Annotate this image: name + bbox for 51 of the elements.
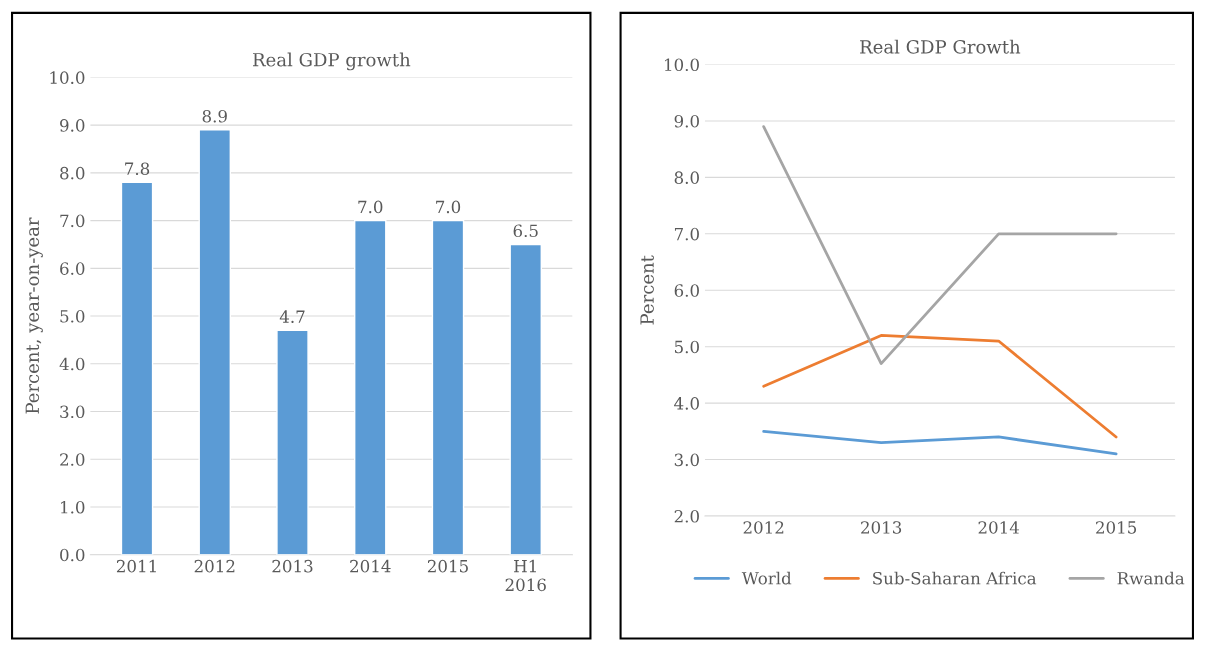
data-label: 7.0	[436, 200, 461, 214]
legend-label: World	[741, 571, 792, 585]
x-tick-label: 2014	[978, 521, 1020, 534]
data-label: 4.7	[279, 310, 305, 323]
y-tick-label: 8.0	[674, 171, 699, 184]
y-tick-label: 8.0	[60, 166, 85, 180]
x-tick-label: 2013	[272, 559, 313, 573]
y-tick-label: 5.0	[60, 310, 85, 323]
x-tick-label: 2012	[743, 521, 784, 534]
data-label: 7.0	[358, 200, 383, 214]
chart-title: Real GDP growth	[253, 52, 411, 71]
x-tick-label: 2015	[427, 559, 468, 573]
bar	[509, 243, 542, 555]
data-label: 7.8	[125, 162, 150, 176]
x-tick-label: 2015	[1096, 521, 1137, 534]
y-tick-label: 7.0	[674, 227, 699, 241]
legend-label: Rwanda	[1117, 571, 1185, 585]
y-tick-label: 0.0	[60, 548, 85, 562]
line-series	[762, 429, 1118, 456]
x-tick-label: 2012	[194, 559, 235, 573]
y-tick-label: 2.0	[60, 453, 85, 466]
x-tick-label: 2014	[350, 559, 391, 573]
y-axis-title: Percent	[640, 255, 654, 325]
y-tick-label: 6.0	[674, 284, 699, 297]
y-tick-label: 5.0	[674, 340, 699, 354]
y-tick-label: 10.0	[50, 71, 85, 84]
chart-title: Real GDP Growth	[860, 39, 1021, 54]
y-tick-label: 10.0	[664, 58, 699, 72]
x-tick-label: 2013	[861, 521, 902, 534]
y-tick-label: 9.0	[674, 114, 699, 128]
y-tick-label: 6.0	[60, 262, 85, 275]
bar	[198, 129, 232, 555]
bar	[431, 219, 465, 555]
y-tick-label: 3.0	[674, 453, 699, 467]
bar	[120, 181, 154, 555]
y-tick-label: 9.0	[60, 119, 85, 132]
y-tick-label: 3.0	[60, 405, 85, 419]
x-tick-label: 2011	[116, 559, 156, 573]
line-series	[762, 334, 1118, 439]
bar	[354, 219, 387, 555]
y-tick-label: 4.0	[59, 357, 85, 371]
y-tick-label: 1.0	[61, 500, 85, 514]
legend-label: Sub-Saharan Africa	[873, 571, 1037, 585]
y-tick-label: 4.0	[674, 397, 699, 410]
data-label: 8.9	[202, 109, 227, 123]
y-tick-label: 2.0	[674, 509, 699, 523]
bar	[276, 329, 309, 555]
data-label: 6.5	[513, 224, 538, 238]
y-tick-label: 7.0	[60, 214, 85, 228]
y-axis-title: Percent, year-on-year	[25, 217, 43, 414]
x-tick-label: H1 2016	[505, 559, 546, 592]
